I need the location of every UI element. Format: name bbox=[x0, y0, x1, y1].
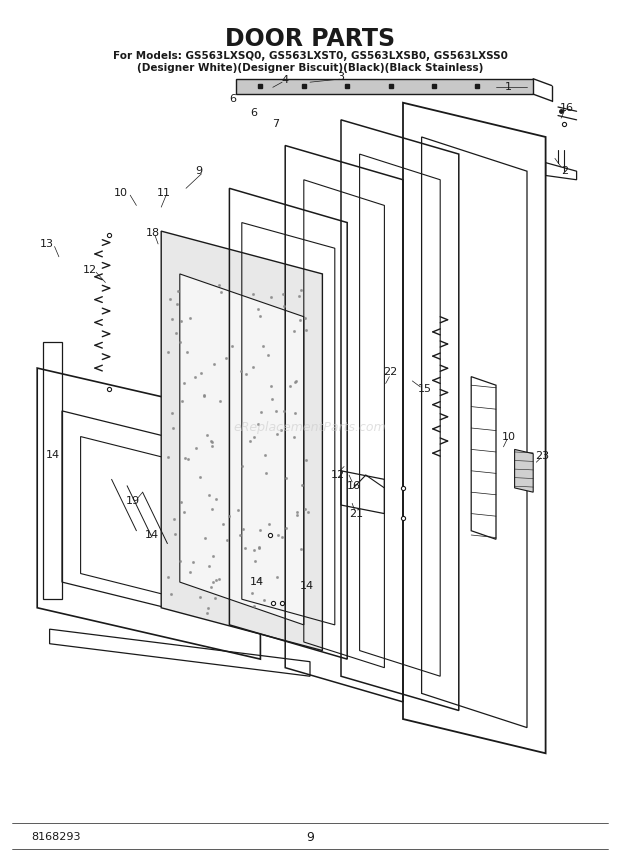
Text: 11: 11 bbox=[157, 187, 171, 198]
Text: 14: 14 bbox=[145, 530, 159, 540]
Text: 21: 21 bbox=[350, 508, 363, 519]
Text: 8168293: 8168293 bbox=[31, 832, 81, 842]
Text: 9: 9 bbox=[195, 166, 202, 176]
Text: 6: 6 bbox=[250, 108, 258, 118]
Text: 6: 6 bbox=[229, 94, 236, 104]
Text: 16: 16 bbox=[347, 481, 360, 491]
Text: eReplacementParts.com: eReplacementParts.com bbox=[234, 421, 386, 435]
Text: 16: 16 bbox=[560, 103, 574, 113]
Polygon shape bbox=[161, 231, 322, 651]
Text: For Models: GS563LXSQ0, GS563LXST0, GS563LXSB0, GS563LXSS0: For Models: GS563LXSQ0, GS563LXST0, GS56… bbox=[113, 51, 507, 61]
Text: 4: 4 bbox=[281, 74, 289, 85]
Text: 14: 14 bbox=[46, 450, 60, 461]
Text: 14: 14 bbox=[250, 577, 264, 587]
Text: 12: 12 bbox=[331, 470, 345, 480]
Text: 7: 7 bbox=[272, 119, 280, 129]
Text: 18: 18 bbox=[146, 228, 160, 238]
Text: 19: 19 bbox=[126, 496, 140, 506]
Text: (Designer White)(Designer Biscuit)(Black)(Black Stainless): (Designer White)(Designer Biscuit)(Black… bbox=[137, 63, 483, 74]
Text: 10: 10 bbox=[114, 187, 128, 198]
Text: 2: 2 bbox=[560, 166, 568, 176]
Polygon shape bbox=[236, 79, 533, 94]
Text: 12: 12 bbox=[83, 265, 97, 275]
Text: 22: 22 bbox=[384, 367, 397, 377]
Text: 13: 13 bbox=[40, 239, 53, 249]
Polygon shape bbox=[180, 274, 304, 625]
Text: 3: 3 bbox=[337, 72, 345, 82]
Text: 15: 15 bbox=[418, 384, 432, 395]
Text: 23: 23 bbox=[536, 451, 549, 461]
Text: DOOR PARTS: DOOR PARTS bbox=[225, 27, 395, 51]
Text: 10: 10 bbox=[502, 431, 515, 442]
Text: 1: 1 bbox=[505, 82, 512, 92]
Polygon shape bbox=[515, 449, 533, 492]
Text: 9: 9 bbox=[306, 830, 314, 844]
Text: 14: 14 bbox=[300, 581, 314, 591]
